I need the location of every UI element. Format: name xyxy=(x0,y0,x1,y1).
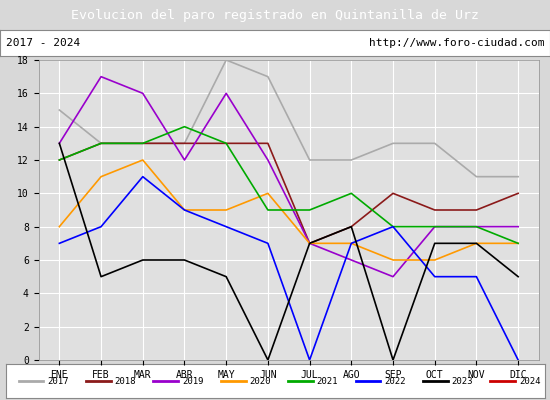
Text: 2017 - 2024: 2017 - 2024 xyxy=(6,38,80,48)
Text: http://www.foro-ciudad.com: http://www.foro-ciudad.com xyxy=(369,38,544,48)
Text: 2017: 2017 xyxy=(47,376,69,386)
Text: 2018: 2018 xyxy=(114,376,136,386)
Text: 2020: 2020 xyxy=(249,376,271,386)
Text: 2022: 2022 xyxy=(384,376,406,386)
Text: 2024: 2024 xyxy=(519,376,541,386)
Text: 2023: 2023 xyxy=(452,376,473,386)
Text: 2019: 2019 xyxy=(182,376,204,386)
Text: 2021: 2021 xyxy=(317,376,338,386)
Text: Evolucion del paro registrado en Quintanilla de Urz: Evolucion del paro registrado en Quintan… xyxy=(71,8,479,22)
